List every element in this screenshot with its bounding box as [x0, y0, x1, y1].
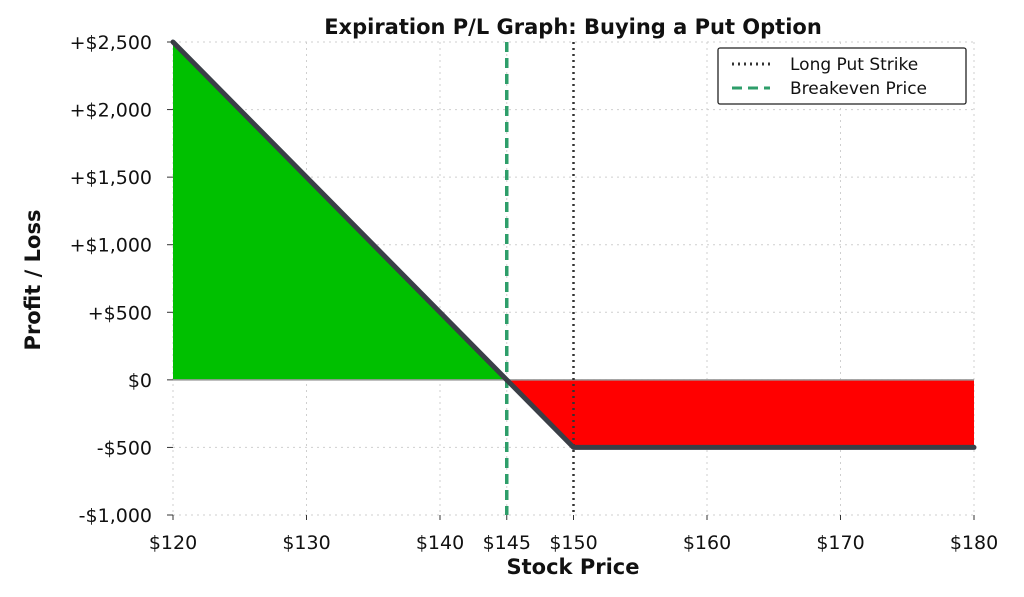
chart-title: Expiration P/L Graph: Buying a Put Optio… — [324, 15, 822, 39]
legend-strike-label: Long Put Strike — [790, 55, 918, 75]
x-tick-label: $120 — [149, 532, 197, 554]
legend-breakeven-label: Breakeven Price — [790, 79, 927, 99]
y-tick-label: +$500 — [88, 302, 152, 324]
y-tick-label: +$2,500 — [70, 32, 152, 54]
x-tick-label: $145 — [483, 532, 531, 554]
y-tick-label: +$1,500 — [70, 167, 152, 189]
legend-box — [717, 47, 967, 105]
y-tick-label: -$500 — [97, 437, 152, 459]
y-axis-ticks: +$2,500 +$2,000 +$1,500 +$1,000 +$500 $0 -$500… — [70, 32, 173, 527]
y-axis-label: Profit / Loss — [21, 210, 45, 351]
y-tick-label: +$1,000 — [70, 235, 152, 257]
x-tick-label: $150 — [549, 532, 597, 554]
loss-area — [506, 379, 974, 448]
x-axis-ticks: $120 $130 $140 $145 $150 $160 $170 $180 — [149, 515, 998, 554]
x-tick-label: $160 — [683, 532, 731, 554]
y-tick-label: -$1,000 — [79, 505, 152, 527]
x-tick-label: $130 — [282, 532, 330, 554]
pl-lines — [170, 39, 977, 450]
x-axis-label: Stock Price — [507, 555, 640, 579]
reference-lines — [505, 42, 575, 515]
y-tick-label: $0 — [128, 370, 152, 392]
x-tick-label: $170 — [816, 532, 864, 554]
x-tick-label: $140 — [416, 532, 464, 554]
pl-line — [170, 39, 977, 450]
y-tick-label: +$2,000 — [70, 100, 152, 122]
x-tick-label: $180 — [950, 532, 998, 554]
legend: Long Put Strike Breakeven Price — [717, 47, 967, 105]
